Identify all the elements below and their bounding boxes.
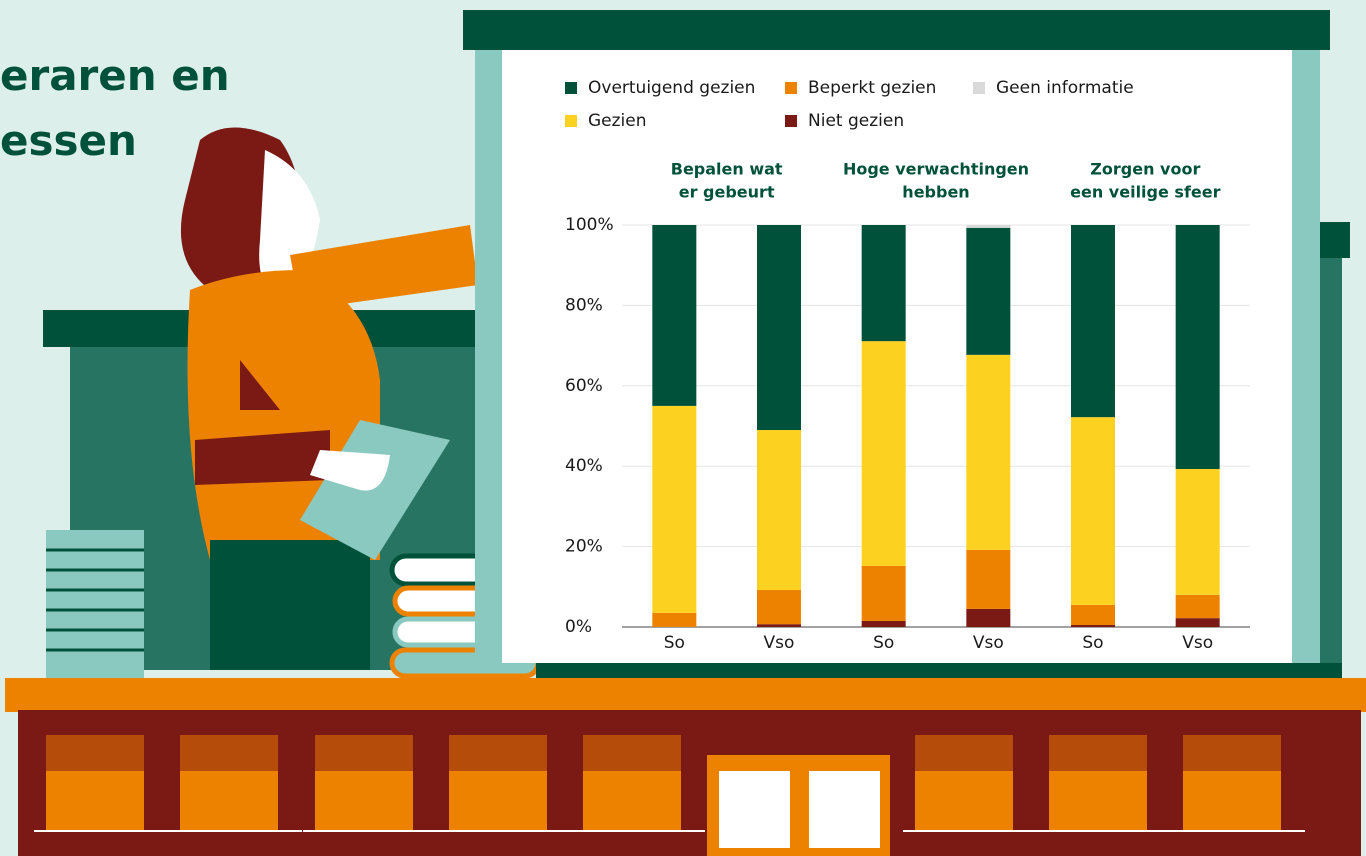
bar-segment — [861, 341, 906, 566]
drawer — [46, 735, 144, 771]
bar-segment — [757, 590, 801, 625]
bar-segment — [1071, 225, 1115, 418]
bar-segment — [1071, 624, 1115, 627]
drawer — [1183, 735, 1281, 771]
legend-swatch — [565, 82, 577, 94]
page-title: essen — [0, 116, 137, 165]
bar-segment — [861, 565, 906, 621]
bar-segment — [1071, 604, 1115, 625]
group-title: Bepalen wat — [671, 160, 783, 179]
bar-segment — [1071, 417, 1115, 605]
drawer — [180, 771, 278, 831]
counter — [5, 678, 1366, 856]
y-tick-label: 80% — [565, 295, 603, 315]
chart: 0% 20% 40% 60% 80% 100% Niet gezien Beperkt gez… — [565, 78, 1250, 653]
drawer — [915, 771, 1013, 831]
bar-segment — [1175, 594, 1220, 619]
board — [1320, 258, 1342, 668]
legend-swatch — [565, 115, 577, 127]
group-title: hebben — [902, 183, 969, 202]
legend-swatch — [785, 115, 797, 127]
drawer — [180, 735, 278, 771]
x-tick-label: Vso — [764, 633, 795, 653]
group-title: Zorgen voor — [1090, 160, 1200, 179]
drawer — [449, 735, 547, 771]
y-tick-label: 60% — [565, 376, 603, 396]
drawer — [583, 735, 681, 771]
drawer — [315, 771, 413, 831]
bar-segment — [1175, 618, 1220, 627]
drawer — [46, 771, 144, 831]
group-title: een veilige sfeer — [1070, 183, 1220, 202]
x-tick-label: So — [1082, 633, 1103, 653]
bar-segment — [757, 430, 801, 591]
drawer — [1049, 771, 1147, 831]
illustration — [46, 127, 543, 680]
legend-label: Niet gezien — [808, 111, 904, 131]
y-tick-label: 40% — [565, 456, 603, 476]
bar-segment — [652, 405, 697, 613]
board-top — [1320, 222, 1350, 258]
bar-segment — [652, 612, 697, 627]
frame — [475, 40, 502, 670]
legend-label: Beperkt gezien — [808, 78, 936, 98]
bar-segment — [757, 225, 801, 431]
bar-segment — [966, 225, 1011, 228]
y-tick-label: 100% — [565, 215, 614, 235]
bar-segment — [1175, 469, 1220, 595]
frame-top — [463, 10, 1330, 50]
legend-label: Gezien — [588, 111, 647, 131]
x-tick-label: Vso — [1182, 633, 1213, 653]
bar-segment — [652, 225, 697, 406]
x-tick-label: So — [873, 633, 894, 653]
drawer — [583, 771, 681, 831]
bar-segment — [1175, 225, 1220, 470]
drawer — [449, 771, 547, 831]
bar-segment — [861, 225, 906, 342]
legend-label: Geen informatie — [996, 78, 1134, 98]
x-tick-label: So — [664, 633, 685, 653]
group-title: er gebeurt — [679, 183, 775, 202]
frame-bottom — [536, 663, 1342, 678]
legend-label: Overtuigend gezien — [588, 78, 755, 98]
legend-swatch — [973, 82, 985, 94]
bar-segment — [966, 608, 1011, 627]
page-title: eraren en — [0, 51, 230, 100]
drawer — [315, 735, 413, 771]
frame — [1292, 40, 1320, 670]
bar-segment — [966, 549, 1011, 609]
bar-segment — [966, 354, 1011, 550]
bar-segment — [861, 620, 906, 627]
drawer — [1183, 771, 1281, 831]
x-tick-label: Vso — [973, 633, 1004, 653]
y-tick-label: 20% — [565, 537, 603, 557]
legend-swatch — [785, 82, 797, 94]
bar-segment — [757, 624, 801, 627]
y-tick-label: 0% — [565, 617, 592, 637]
drawer — [915, 735, 1013, 771]
group-title: Hoge verwachtingen — [843, 160, 1029, 179]
bar-segment — [966, 227, 1011, 355]
drawer — [1049, 735, 1147, 771]
